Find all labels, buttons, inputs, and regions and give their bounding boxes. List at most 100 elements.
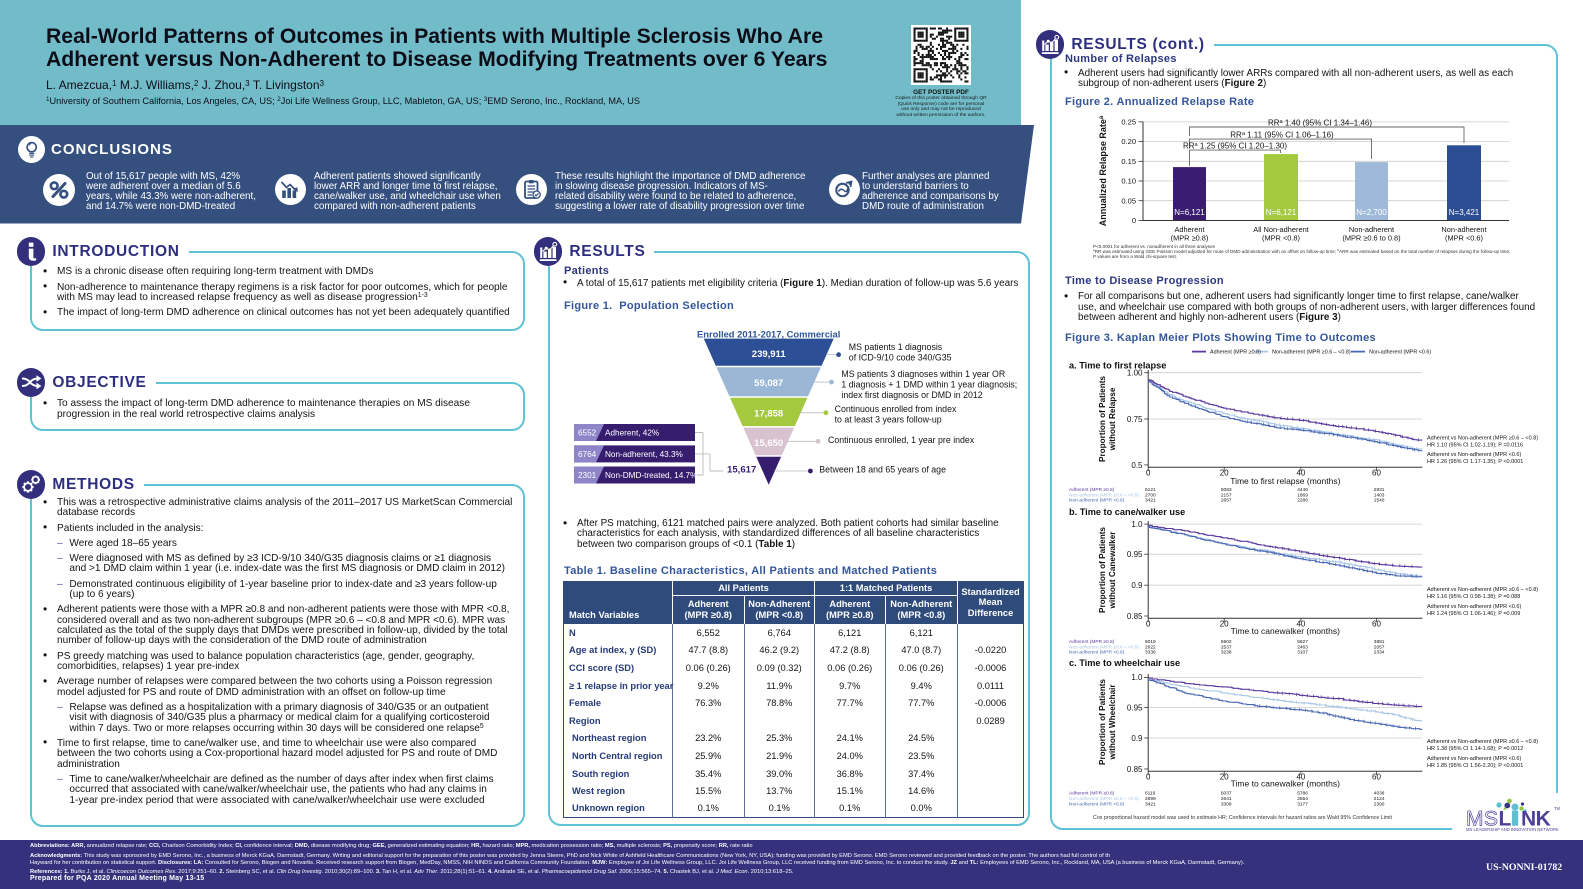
svg-text:Between 18 and 65 years of age: Between 18 and 65 years of age	[819, 464, 946, 474]
svg-text:4036: 4036	[1374, 790, 1385, 796]
svg-text:Enrolled 2011-2017, Commercial: Enrolled 2011-2017, Commercial	[697, 328, 840, 339]
svg-text:6019: 6019	[1145, 639, 1156, 645]
svg-text:2554: 2554	[1297, 796, 1308, 802]
svg-text:Non-adherent: Non-adherent	[1349, 225, 1394, 234]
svg-text:20: 20	[1220, 469, 1229, 478]
svg-text:15,617: 15,617	[727, 464, 756, 475]
svg-text:without Canewalker: without Canewalker	[1108, 531, 1117, 610]
svg-text:0.95: 0.95	[1127, 550, 1143, 559]
svg-text:Time to canewalker (months): Time to canewalker (months)	[1231, 778, 1340, 788]
svg-text:of ICD-9/10 code 340/G35: of ICD-9/10 code 340/G35	[849, 353, 952, 363]
svg-text:Adherent vs Non-adherent (MPR: Adherent vs Non-adherent (MPR <0.6)	[1427, 756, 1521, 762]
svg-text:index first diagnosis or DMD i: index first diagnosis or DMD in 2012	[841, 390, 982, 400]
svg-text:Adherent vs Non-adherent (MPR: Adherent vs Non-adherent (MPR <0.6)	[1427, 452, 1521, 458]
svg-text:1.0: 1.0	[1131, 673, 1143, 682]
svg-text:4446: 4446	[1297, 487, 1308, 493]
svg-text:0.85: 0.85	[1127, 765, 1143, 774]
svg-text:5627: 5627	[1297, 639, 1308, 645]
svg-text:Adherent (MPR ≥0.8): Adherent (MPR ≥0.8)	[1069, 487, 1115, 493]
svg-text:Adherent vs Non-adherent (MPR: Adherent vs Non-adherent (MPR ≥0.6 – <0.…	[1427, 739, 1538, 745]
svg-text:HR 1.38 (95% CI 1.14-1.68); P: HR 1.38 (95% CI 1.14-1.68); P =0.0012	[1427, 746, 1523, 752]
svg-text:Time to canewalker (months): Time to canewalker (months)	[1231, 626, 1340, 636]
svg-text:2622: 2622	[1145, 644, 1156, 650]
svg-text:0: 0	[1132, 216, 1136, 225]
svg-text:3421: 3421	[1145, 802, 1156, 806]
svg-text:1540: 1540	[1374, 498, 1385, 504]
svg-text:Adherent (MPR ≥0.8): Adherent (MPR ≥0.8)	[1069, 790, 1115, 796]
svg-text:HR 1.16 (95% CI 0.98-1.38); P: HR 1.16 (95% CI 0.98-1.38); P =0.088	[1427, 594, 1520, 600]
svg-text:MS patients 3 diagnoses within: MS patients 3 diagnoses within 1 year OR	[841, 369, 1005, 379]
svg-text:NK: NK	[1521, 808, 1551, 831]
svg-text:Non-adherent (MPR <0.6): Non-adherent (MPR <0.6)	[1069, 498, 1125, 504]
svg-text:3881: 3881	[1374, 639, 1385, 645]
svg-text:TM: TM	[1554, 806, 1561, 811]
svg-text:3177: 3177	[1297, 802, 1308, 806]
svg-text:40: 40	[1296, 773, 1305, 782]
svg-text:c. Time to wheelchair use: c. Time to wheelchair use	[1069, 658, 1180, 668]
svg-text:2657: 2657	[1221, 498, 1232, 504]
svg-text:Non-adherent (MPR <0.6): Non-adherent (MPR <0.6)	[1069, 802, 1125, 806]
svg-text:17,858: 17,858	[754, 408, 783, 419]
svg-text:0.15: 0.15	[1121, 157, 1136, 166]
svg-text:1.0: 1.0	[1131, 520, 1143, 529]
svg-text:3421: 3421	[1145, 498, 1156, 504]
svg-text:15,650: 15,650	[754, 438, 783, 449]
svg-text:1.00: 1.00	[1127, 369, 1143, 378]
svg-text:0.75: 0.75	[1127, 415, 1143, 424]
svg-text:Adherent vs Non-adherent (MPR: Adherent vs Non-adherent (MPR ≥0.6 – <0.…	[1427, 587, 1538, 593]
svg-text:N=6,121: N=6,121	[1266, 208, 1297, 217]
svg-text:Non-adherent: Non-adherent	[1441, 225, 1486, 234]
svg-text:Adherent (MPR ≥0.8): Adherent (MPR ≥0.8)	[1069, 639, 1115, 645]
svg-text:2831: 2831	[1374, 487, 1385, 493]
svg-text:to at least 3 years follow-up: to at least 3 years follow-up	[835, 414, 942, 424]
svg-text:6764: 6764	[578, 450, 597, 459]
svg-text:without Wheelchair: without Wheelchair	[1108, 684, 1117, 761]
svg-text:60: 60	[1372, 773, 1381, 782]
svg-text:Non-adherent, 43.3%: Non-adherent, 43.3%	[605, 450, 683, 459]
svg-text:HR 1.85 (95% CI 1.56-2.20); P: HR 1.85 (95% CI 1.56-2.20); P <0.0001	[1427, 763, 1523, 769]
svg-text:6119: 6119	[1145, 790, 1156, 796]
svg-text:2700: 2700	[1145, 492, 1156, 498]
svg-text:0.05: 0.05	[1121, 196, 1136, 205]
svg-text:a. Time to first relapse: a. Time to first relapse	[1069, 360, 1166, 370]
svg-text:Non-adherent (MPR ≥0.6 – <0.8): Non-adherent (MPR ≥0.6 – <0.8)	[1272, 350, 1351, 356]
svg-text:2286: 2286	[1297, 498, 1308, 504]
svg-text:20: 20	[1220, 773, 1229, 782]
svg-text:N=2,700: N=2,700	[1356, 208, 1387, 217]
svg-text:MS: MS	[1466, 808, 1499, 831]
svg-text:RRa 1.11 (95% CI 1.06–1.16): RRa 1.11 (95% CI 1.06–1.16)	[1230, 131, 1334, 140]
svg-text:Non-adherent (MPR ≥0.6 – <0.8): Non-adherent (MPR ≥0.6 – <0.8)	[1069, 492, 1139, 498]
svg-text:2057: 2057	[1374, 644, 1385, 650]
svg-text:3336: 3336	[1145, 650, 1156, 656]
svg-text:2641: 2641	[1221, 796, 1232, 802]
svg-text:MS LEADERSHIP AND INNOVATION N: MS LEADERSHIP AND INNOVATION NETWORK	[1466, 827, 1559, 832]
svg-text:0.5: 0.5	[1131, 461, 1143, 470]
svg-text:(MPR ≥0.6 to 0.8): (MPR ≥0.6 to 0.8)	[1342, 234, 1400, 243]
svg-text:Proportion of Patients: Proportion of Patients	[1098, 527, 1107, 613]
svg-text:6037: 6037	[1221, 790, 1232, 796]
svg-text:MS patients 1 diagnosis: MS patients 1 diagnosis	[849, 342, 943, 352]
svg-text:0: 0	[1146, 620, 1151, 629]
svg-text:Non-adherent (MPR <0.6): Non-adherent (MPR <0.6)	[1069, 650, 1125, 656]
svg-text:5902: 5902	[1221, 639, 1232, 645]
svg-text:2157: 2157	[1221, 492, 1232, 498]
svg-text:59,087: 59,087	[754, 378, 783, 389]
svg-text:N=6,121: N=6,121	[1174, 208, 1205, 217]
svg-text:(MPR <0.6): (MPR <0.6)	[1445, 234, 1483, 243]
svg-text:60: 60	[1372, 620, 1381, 629]
svg-text:Adherent vs Non-adherent (MPR: Adherent vs Non-adherent (MPR <0.6)	[1427, 604, 1521, 610]
svg-text:Adherent, 42%: Adherent, 42%	[605, 429, 659, 438]
svg-text:3238: 3238	[1221, 650, 1232, 656]
svg-text:HR 1.10 (95% CI 1.02-1.19); P: HR 1.10 (95% CI 1.02-1.19); P =0.0116	[1427, 443, 1523, 449]
svg-text:2124: 2124	[1374, 796, 1385, 802]
svg-text:0.85: 0.85	[1127, 612, 1143, 621]
svg-text:2699: 2699	[1145, 796, 1156, 802]
svg-text:6121: 6121	[1145, 487, 1156, 493]
svg-text:0.20: 0.20	[1121, 137, 1136, 146]
svg-text:Continuous enrolled, 1 year pr: Continuous enrolled, 1 year pre index	[828, 435, 975, 445]
svg-text:Annualized Relapse Ratea: Annualized Relapse Ratea	[1098, 115, 1108, 226]
svg-text:0.95: 0.95	[1127, 703, 1143, 712]
svg-text:Non-DMD-treated, 14.7%: Non-DMD-treated, 14.7%	[605, 471, 697, 480]
svg-text:0.9: 0.9	[1131, 581, 1143, 590]
svg-text:N=3,421: N=3,421	[1449, 208, 1480, 217]
